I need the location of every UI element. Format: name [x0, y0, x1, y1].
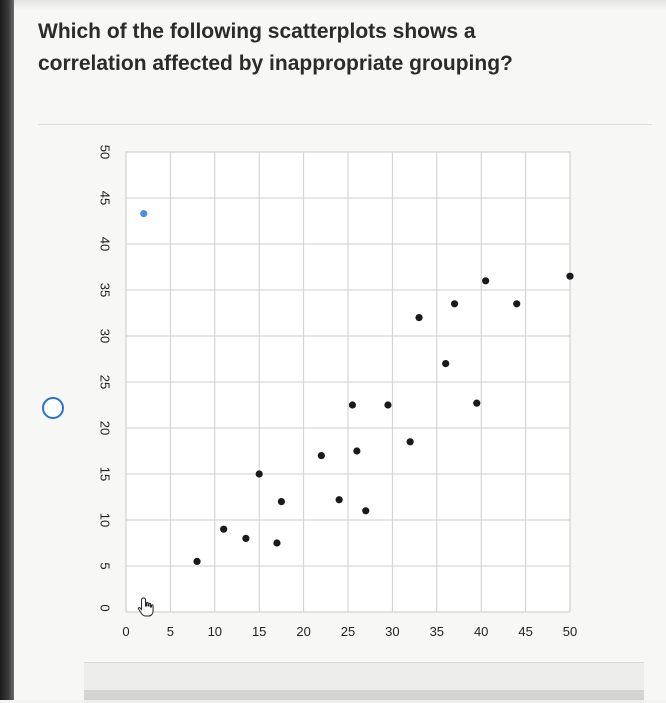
- hand-pointer-shape: [137, 597, 154, 617]
- question-text: Which of the following scatterplots show…: [38, 16, 598, 80]
- data-point: [384, 401, 392, 409]
- data-point: [566, 272, 574, 280]
- x-tick-label: 50: [563, 624, 577, 639]
- x-tick-label: 20: [296, 624, 310, 639]
- x-tick-label: 30: [385, 624, 399, 639]
- data-point: [273, 539, 281, 547]
- data-point: [353, 447, 361, 455]
- x-tick-label: 10: [208, 624, 222, 639]
- y-tick-label: 45: [98, 191, 113, 205]
- y-tick-label: 0: [98, 604, 113, 611]
- y-tick-label: 50: [98, 145, 113, 159]
- data-point: [513, 300, 521, 308]
- y-tick-label: 15: [98, 467, 113, 481]
- y-tick-label: 10: [98, 513, 113, 527]
- scatterplot-option[interactable]: 0 5 10 15 20 25 30 35 40 45 50 5 10 15 20 25 30 35 40 45 50 0: [70, 132, 630, 652]
- y-tick-label: 20: [98, 421, 113, 435]
- question-line-1: Which of the following scatterplots show…: [38, 20, 476, 43]
- top-shadow: [14, 0, 666, 10]
- data-point: [442, 360, 450, 368]
- y-tick-label: 35: [98, 283, 113, 297]
- y-tick-label: 25: [98, 375, 113, 389]
- separator: [38, 124, 652, 125]
- data-point: [348, 401, 357, 409]
- y-tick-label: 40: [98, 237, 113, 251]
- x-tick-label: 35: [430, 624, 444, 639]
- data-point: [406, 438, 414, 446]
- data-point: [242, 534, 250, 542]
- x-tick-label: 15: [252, 624, 266, 639]
- data-point: [255, 470, 263, 478]
- data-point: [415, 314, 423, 322]
- y-tick-label: 5: [98, 562, 113, 569]
- data-point: [220, 525, 228, 533]
- data-point: [450, 300, 459, 308]
- y-tick-label: 30: [98, 329, 113, 343]
- data-point: [193, 557, 201, 565]
- data-point: [482, 277, 490, 285]
- data-point: [335, 496, 343, 504]
- screen-bezel: [0, 0, 14, 700]
- next-option-edge: [84, 690, 644, 700]
- hand-pointer-icon: [137, 597, 154, 617]
- x-tick-label: 45: [518, 624, 532, 639]
- data-point: [473, 399, 481, 407]
- data-point: [277, 498, 285, 506]
- scatterplot-chart: 0 5 10 15 20 25 30 35 40 45 50 5 10 15 20 25 30 35 40 45 50 0: [98, 145, 578, 639]
- question-line-2: correlation affected by inappropriate gr…: [38, 52, 513, 75]
- x-tick-label: 5: [167, 624, 174, 639]
- data-point: [362, 507, 370, 515]
- data-point: [140, 210, 148, 218]
- answer-radio-button[interactable]: [42, 397, 64, 419]
- x-tick-label: 0: [122, 624, 129, 639]
- data-point: [317, 452, 325, 460]
- x-tick-label: 25: [341, 624, 355, 639]
- x-tick-label: 40: [474, 624, 488, 639]
